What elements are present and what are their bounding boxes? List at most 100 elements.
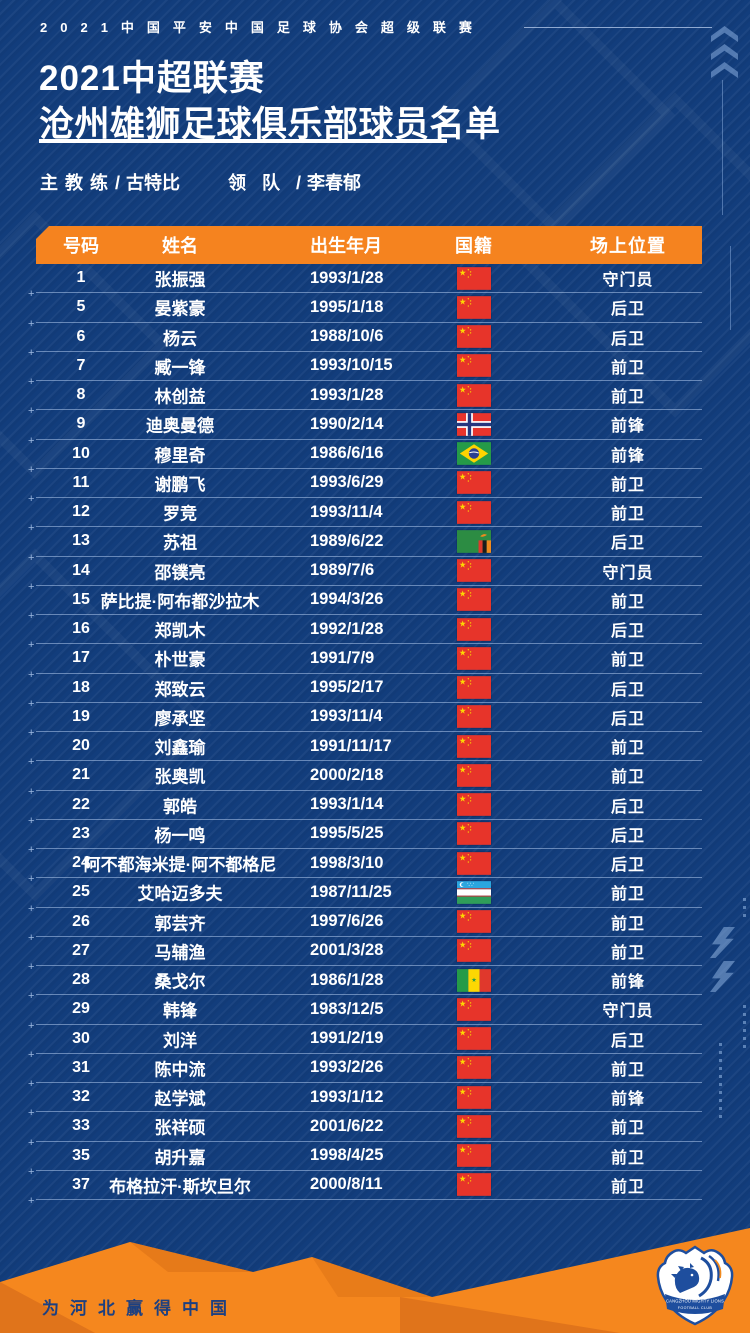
player-dob: 1993/1/14 [310, 795, 384, 814]
player-flag [394, 266, 554, 290]
player-dob: 1988/10/6 [310, 327, 384, 346]
team-manager-name: 李春郁 [307, 173, 362, 193]
player-flag [394, 1144, 554, 1167]
table-row: 33 张祥硕 2001/6/22 前卫 [28, 1112, 702, 1149]
player-flag [394, 647, 554, 670]
player-dob: 1991/2/19 [310, 1029, 384, 1048]
table-row: 27 马辅渔 2001/3/28 前卫 [28, 937, 702, 973]
player-dob: 1993/10/15 [310, 356, 393, 375]
player-name: 臧一锋 [154, 358, 206, 378]
flag-uzbekistan-icon [457, 881, 491, 904]
roster-body: 1 张振强 1993/1/28 守门员 5 晏紫豪 1995/1/18 后卫 6… [28, 264, 702, 1207]
staff-line: 主教练/古特比 领队/李春郁 [40, 169, 361, 195]
player-name: 朴世豪 [154, 650, 206, 670]
player-name: 罗竞 [163, 504, 197, 524]
flag-china-icon [457, 1085, 491, 1109]
table-row: 21 张奥凯 2000/2/18 前卫 [28, 761, 702, 798]
player-number: 11 [72, 473, 90, 491]
player-position: 前锋 [610, 447, 645, 465]
player-dob: 1989/6/22 [310, 531, 384, 550]
player-position: 前卫 [610, 886, 645, 904]
player-number: 15 [72, 590, 90, 608]
table-row: 9 迪奥曼德 1990/2/14 前锋 [28, 410, 702, 447]
column-header-number: 号码 [63, 236, 99, 256]
player-dob: 1991/7/9 [310, 648, 375, 667]
player-position: 前卫 [610, 506, 645, 524]
player-dob: 1995/5/25 [310, 824, 384, 843]
player-position: 后卫 [610, 330, 645, 348]
player-number: 21 [72, 766, 90, 784]
club-type-en: FOOTBALL CLUB [678, 1306, 713, 1310]
table-row: 11 谢鹏飞 1993/6/29 前卫 [28, 469, 702, 505]
player-position: 后卫 [610, 1032, 645, 1050]
table-row: 37 布格拉汗·斯坎旦尔 2000/8/11 前卫 [28, 1171, 702, 1207]
player-number: 6 [76, 327, 86, 345]
flag-china-icon [457, 471, 491, 495]
player-flag [394, 413, 554, 436]
lightning-bolt-icon [710, 927, 735, 958]
player-flag [394, 968, 554, 992]
player-flag [394, 617, 554, 641]
player-name: 邵镤亮 [154, 563, 206, 583]
player-name: 张奥凯 [154, 767, 206, 787]
table-row: 30 刘洋 1991/2/19 后卫 [28, 1025, 702, 1061]
club-name-en: CANGZHOU MIGHTY LIONS [666, 1299, 724, 1304]
dotted-chain-decoration [743, 1000, 746, 1048]
dotted-chain-decoration [719, 1040, 722, 1118]
player-position: 守门员 [602, 1003, 654, 1021]
player-dob: 1995/1/18 [310, 297, 384, 316]
player-number: 35 [72, 1146, 90, 1164]
player-dob: 1993/11/4 [310, 707, 383, 726]
table-row: 32 赵学斌 1993/1/12 前锋 [28, 1083, 702, 1120]
player-dob: 1995/2/17 [310, 678, 384, 697]
player-flag [394, 910, 554, 933]
flag-brazil-icon [457, 442, 491, 465]
player-flag [394, 325, 554, 348]
banner-rule-line [524, 27, 712, 28]
player-flag [394, 998, 554, 1021]
player-dob: 1993/2/26 [310, 1058, 384, 1077]
table-row: 7 臧一锋 1993/10/15 前卫 [28, 352, 702, 388]
table-row: 26 郭芸齐 1997/6/26 前卫 [28, 908, 702, 944]
player-number: 19 [72, 707, 90, 725]
player-flag [394, 881, 554, 904]
player-position: 后卫 [610, 535, 645, 553]
table-row: 1 张振强 1993/1/28 守门员 [28, 264, 702, 301]
player-dob: 1993/1/28 [310, 268, 384, 287]
player-position: 前卫 [610, 359, 645, 377]
player-number: 32 [72, 1088, 90, 1106]
table-row: 15 萨比提·阿布都沙拉木 1994/3/26 前卫 [28, 586, 702, 622]
column-header-position: 场上位置 [590, 236, 666, 256]
player-flag [394, 676, 554, 699]
dotted-chain-decoration [743, 893, 746, 917]
flag-zambia-icon [457, 530, 491, 553]
player-dob: 1994/3/26 [310, 590, 384, 609]
table-row: 19 廖承坚 1993/11/4 后卫 [28, 703, 702, 739]
column-header-nationality: 国籍 [455, 236, 493, 256]
table-row: 31 陈中流 1993/2/26 前卫 [28, 1054, 702, 1090]
flag-china-icon [457, 764, 491, 787]
player-name: 赵学斌 [154, 1089, 206, 1109]
slash-separator: / [296, 173, 302, 193]
player-number: 33 [72, 1117, 90, 1135]
player-name: 胡升嘉 [154, 1148, 206, 1168]
player-name: 萨比提·阿布都沙拉木 [100, 592, 260, 612]
player-position: 后卫 [610, 301, 645, 319]
player-position: 前卫 [610, 476, 645, 494]
up-chevrons-icon [711, 26, 738, 80]
player-number: 14 [72, 561, 90, 579]
flag-china-icon [457, 910, 491, 933]
player-number: 24 [72, 854, 90, 872]
player-dob: 1983/12/5 [310, 999, 384, 1018]
player-name: 郑凯木 [154, 621, 206, 641]
player-name: 郑致云 [154, 680, 206, 700]
player-dob: 2000/8/11 [310, 1175, 383, 1194]
lion-icon [674, 1267, 700, 1293]
player-flag [394, 764, 554, 787]
player-position: 前卫 [610, 769, 645, 787]
slash-separator: / [115, 173, 121, 193]
player-number: 13 [72, 532, 90, 550]
player-number: 18 [72, 678, 90, 696]
roster-table-header: 号码 姓名 出生年月 国籍 场上位置 [36, 226, 702, 264]
flag-china-icon [457, 676, 491, 699]
